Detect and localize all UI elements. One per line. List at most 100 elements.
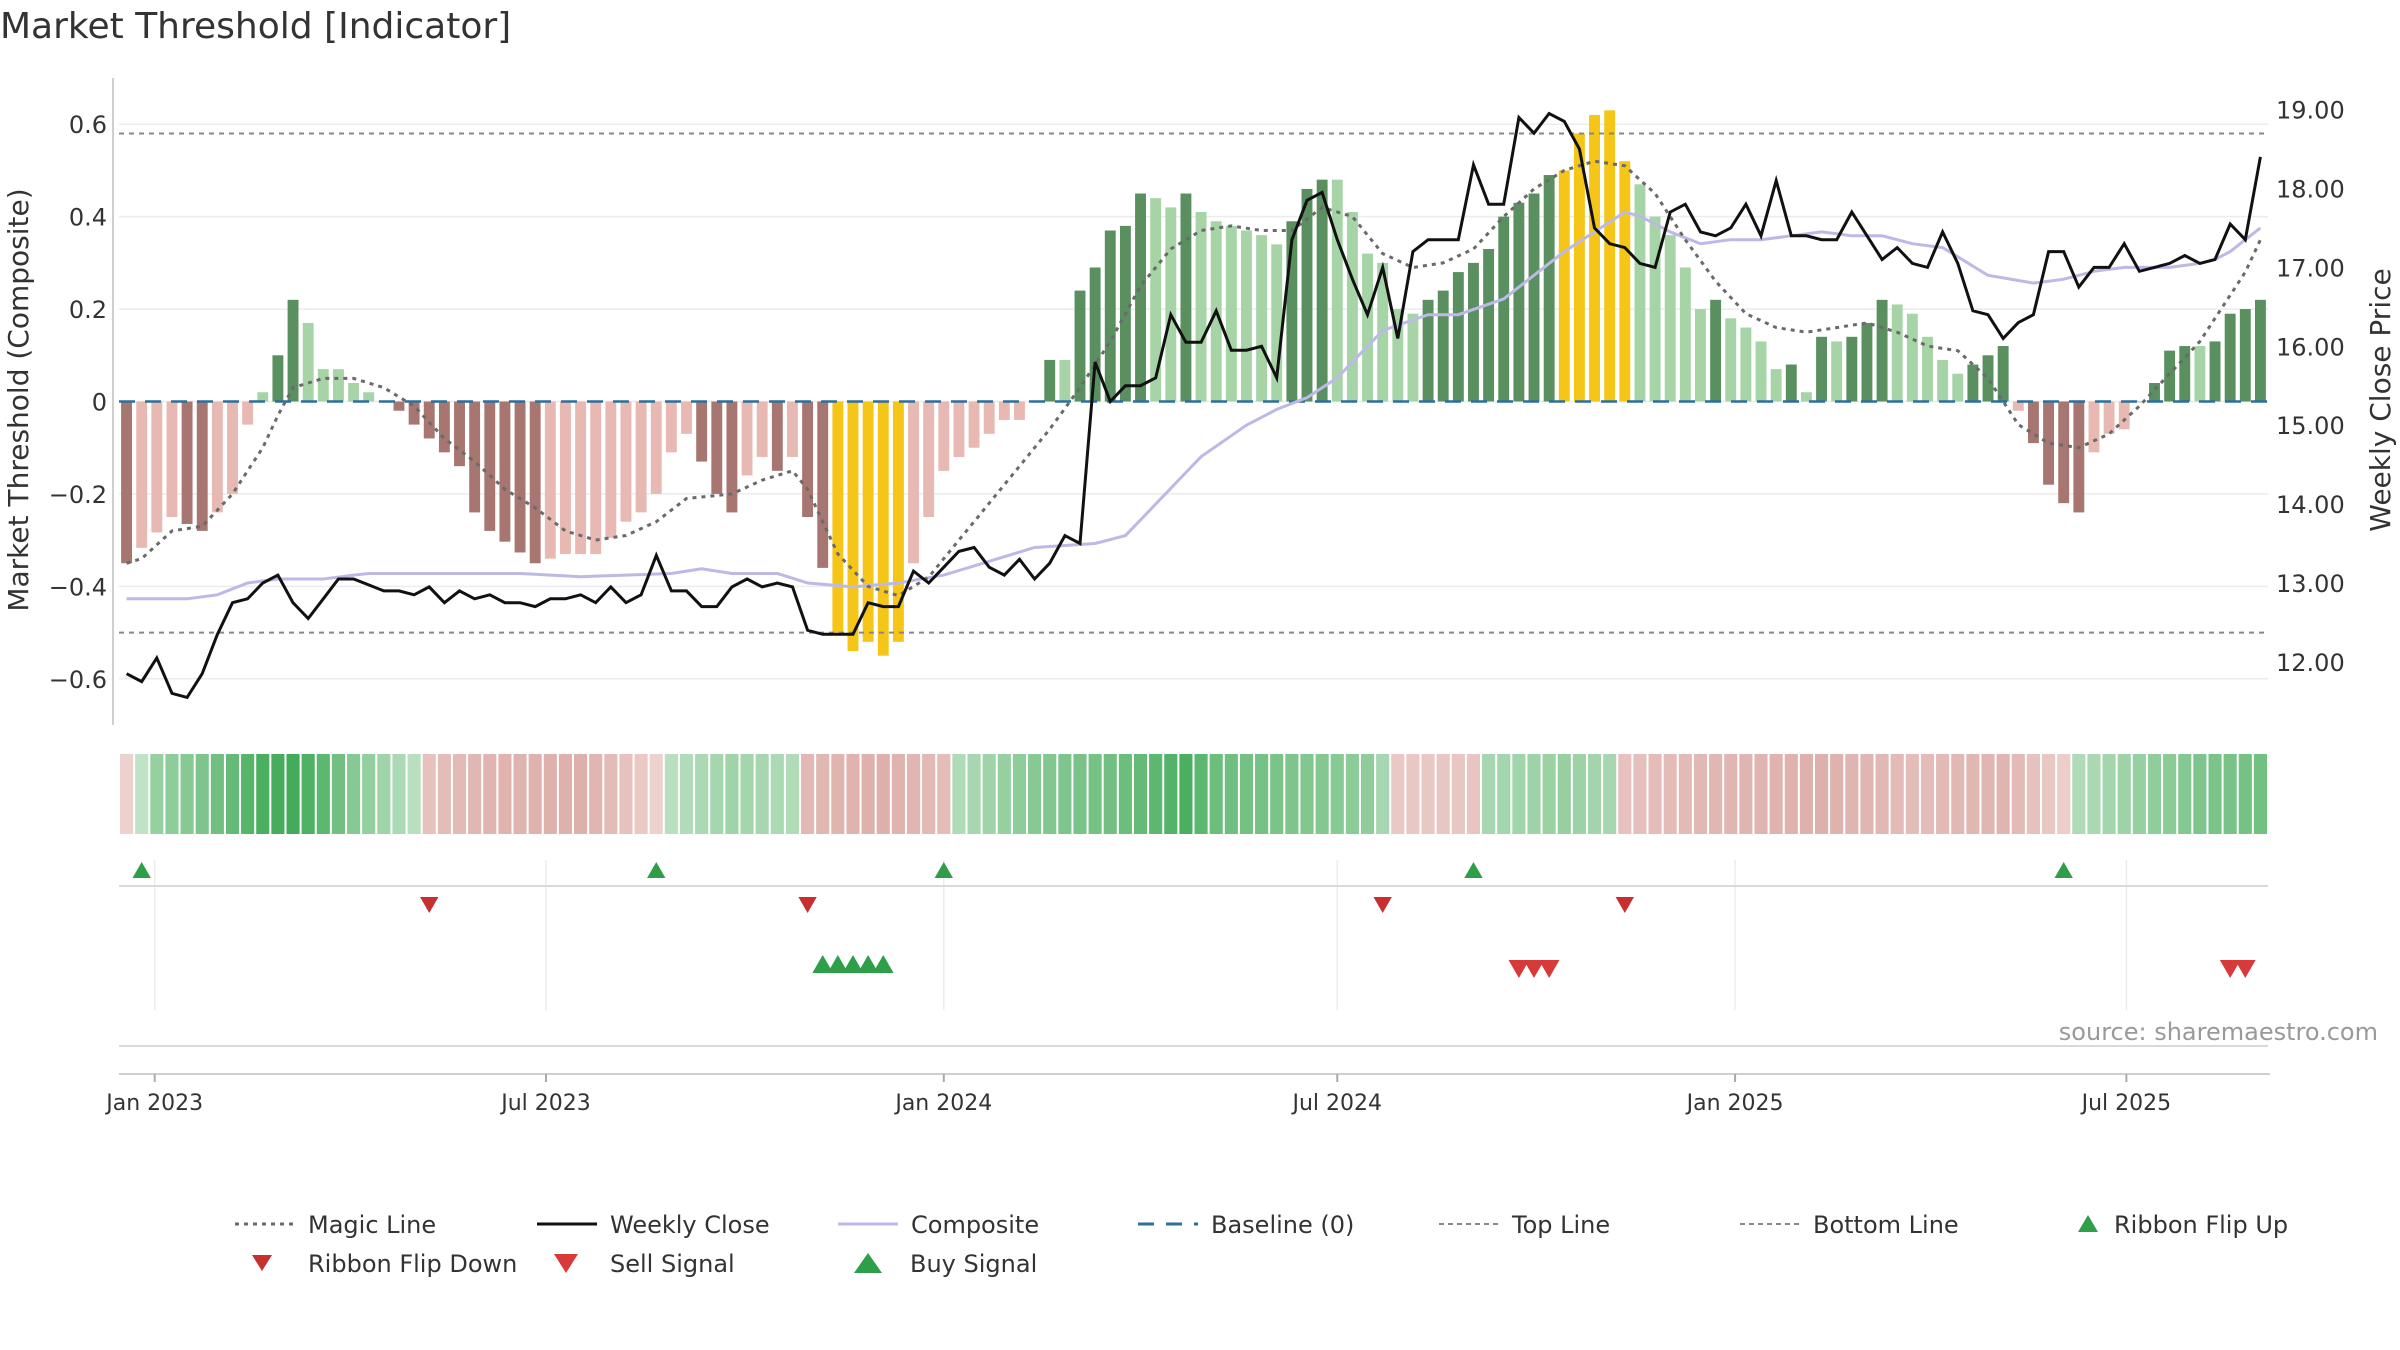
ribbon-cell [1028,754,1042,834]
composite-bar [1392,309,1404,402]
composite-bar [1135,193,1146,402]
ribbon-cell [1179,754,1193,834]
right-tick-label: 13.00 [2276,570,2345,598]
composite-bar [1513,202,1525,402]
ribbon-cell [2132,754,2146,834]
ribbon-cell [1058,754,1072,834]
composite-bar [2043,401,2055,485]
composite-bar [1619,161,1631,402]
ribbon-cell [952,754,966,834]
x-tick-label: Jan 2025 [1685,1091,1784,1116]
composite-bar [726,401,738,513]
source-label: source: sharemaestro.com [2059,1018,2378,1046]
composite-bar [1528,193,1540,402]
ribbon-cell [1497,754,1511,834]
composite-bar [348,383,360,402]
left-tick-label: 0.2 [69,296,107,324]
buy-signal-marker [857,955,879,973]
legend-label: Magic Line [308,1211,436,1239]
ribbon-flip-up-marker [647,862,666,878]
legend-item-sell: Sell Signal [554,1250,735,1278]
legend: Magic Line Weekly Close Composite Baseline … [235,1211,2288,1278]
right-tick-label: 14.00 [2276,491,2345,519]
composite-bar [257,392,269,402]
composite-bar [1967,364,1979,402]
ribbon-cell [1572,754,1586,834]
ribbon-cell [241,754,255,834]
composite-bar [211,401,223,513]
legend-swatch [252,1255,272,1271]
composite-bar [847,401,859,652]
ribbon-cell [1769,754,1783,834]
composite-bar [287,299,299,402]
composite-bar [1059,359,1071,402]
ribbon-cell [513,754,527,834]
x-tick-label: Jul 2023 [499,1091,591,1116]
composite-bar [2012,401,2024,411]
composite-bar [1483,248,1495,402]
ribbon-cell [785,754,800,834]
legend-label: Top Line [1511,1211,1610,1239]
composite-bar [1195,212,1207,402]
sell-signal-marker [1523,960,1545,978]
composite-bar [1770,369,1782,402]
composite-bar [2239,309,2251,402]
main-panel-grid [119,123,2268,1010]
ribbon-cell [801,754,815,834]
legend-label: Weekly Close [610,1211,770,1239]
ribbon-cell [2057,754,2071,834]
composite-bar [514,401,526,553]
left-tick-label: 0.6 [69,111,107,139]
legend-item-flipdown: Ribbon Flip Down [252,1250,517,1278]
ribbon-cell [377,754,391,834]
composite-bar [242,401,254,425]
composite-bar [908,401,919,564]
composite-bar [2224,313,2236,402]
composite-bar [317,369,329,402]
composite-line [126,210,2262,601]
ribbon-cell [2178,754,2192,834]
ribbon-cell [528,754,542,834]
composite-bar [983,401,995,434]
ribbon-cell [2208,754,2222,834]
ribbon-cell [1118,754,1132,834]
composite-bar [771,401,783,471]
ribbon-cell [710,754,724,834]
ribbon-cell [1618,754,1632,834]
ribbon-flip-up-marker [2054,862,2073,878]
composite-bar [998,401,1010,420]
composite-bar [1725,318,1737,402]
composite-bar [438,401,450,453]
ribbon-cell [1905,754,1919,834]
ribbon-cell [1345,754,1359,834]
composite-bar [1891,304,1903,402]
composite-bar [121,401,133,564]
composite-bar [2073,401,2085,513]
composite-bar [1573,133,1585,402]
x-axis: Jan 2023 Jul 2023 Jan 2024 Jul 2024 Jan 2025… [104,1073,2270,1116]
ribbon-cell [1542,754,1556,834]
x-tick-label: Jan 2024 [893,1091,992,1116]
left-tick-label: −0.6 [49,666,107,694]
ribbon-cell [1012,754,1027,834]
composite-bar [1785,364,1797,402]
ribbon-cell [1709,754,1723,834]
legend-item-bottom: Bottom Line [1740,1211,1959,1239]
composite-bar [1452,272,1464,402]
composite-bar [484,401,496,531]
ribbon-cell [437,754,451,834]
composite-bar [1089,267,1101,402]
composite-bar [272,355,284,402]
composite-bar [196,401,208,531]
ribbon-cell [271,754,285,834]
ribbon-cell [1360,754,1375,834]
right-tick-label: 19.00 [2276,97,2345,125]
ribbon-cell [1693,754,1708,834]
ribbon-cell [1209,754,1223,834]
ribbon-cell [1875,754,1889,834]
composite-bar [2194,346,2206,402]
composite-bar [1589,114,1600,402]
composite-bar [2164,350,2176,402]
composite-bar [832,401,844,633]
composite-bar [1649,216,1661,402]
